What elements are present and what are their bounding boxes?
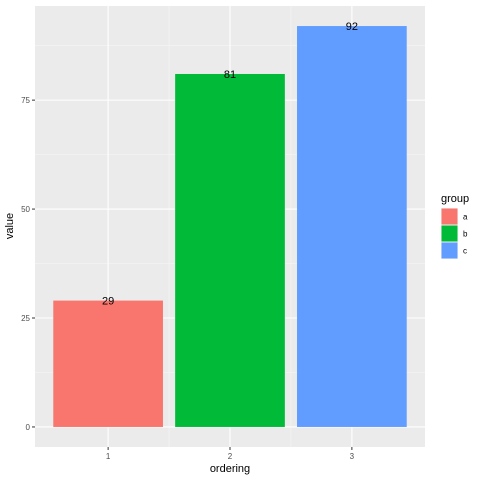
data-label-3: 92 — [346, 21, 358, 33]
legend-swatch-c — [441, 242, 458, 259]
x-tick-label: 3 — [350, 452, 355, 461]
bars — [53, 26, 407, 427]
data-label-2: 81 — [224, 69, 236, 81]
legend-swatch-b — [441, 225, 458, 242]
legend: group abc — [441, 193, 469, 259]
legend-label-a: a — [463, 213, 468, 222]
y-tick-label: 0 — [26, 423, 31, 432]
legend-title: group — [441, 193, 469, 205]
y-tick-label: 50 — [21, 205, 30, 214]
legend-swatch-a — [441, 208, 458, 225]
bar-2 — [175, 73, 285, 427]
bar-3 — [297, 26, 407, 427]
data-label-1: 29 — [102, 296, 114, 308]
x-axis: 1 2 3 — [106, 447, 355, 461]
legend-label-b: b — [463, 230, 468, 239]
data-labels: 29 81 92 — [102, 21, 358, 308]
y-tick-label: 75 — [21, 96, 30, 105]
x-tick-label: 1 — [106, 452, 111, 461]
x-axis-title: ordering — [210, 463, 250, 475]
y-axis-title: value — [4, 213, 16, 239]
y-axis: 0 25 50 75 — [21, 96, 35, 432]
y-tick-label: 25 — [21, 314, 30, 323]
x-tick-label: 2 — [228, 452, 233, 461]
bar-1 — [53, 300, 163, 427]
legend-label-c: c — [463, 247, 467, 256]
